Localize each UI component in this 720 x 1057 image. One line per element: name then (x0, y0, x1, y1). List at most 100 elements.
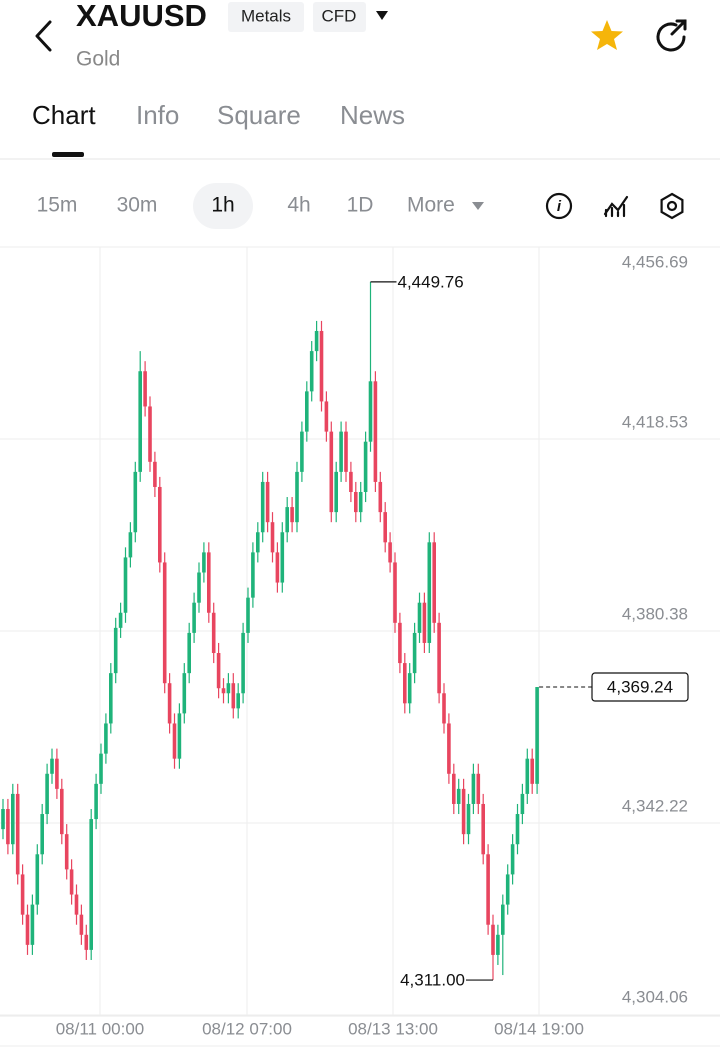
candle-body (162, 562, 167, 684)
candle-body (153, 461, 157, 487)
back-button[interactable] (35, 20, 52, 52)
candle-body (251, 552, 255, 598)
candle-body (99, 753, 103, 784)
candle-body (491, 924, 495, 955)
tab[interactable]: Square (217, 100, 301, 130)
candle-body (319, 330, 324, 402)
candle-body (187, 632, 191, 674)
candle-body (378, 481, 383, 513)
low-label: 4,311.00 (400, 971, 465, 990)
candle-body (133, 471, 138, 533)
interval[interactable]: 4h (287, 194, 310, 217)
candle-body (417, 602, 422, 633)
interval[interactable]: 1h (211, 194, 234, 217)
candle-body (192, 602, 196, 633)
candle-body (501, 904, 505, 935)
candle-body (412, 632, 417, 674)
svg-text:i: i (557, 198, 562, 215)
candle-body (265, 481, 270, 523)
tab[interactable]: Info (136, 100, 179, 130)
candle-body (30, 904, 35, 945)
interval-selected-bg (193, 183, 253, 229)
candle-body (300, 431, 304, 472)
y-tick-label: 4,380.38 (622, 604, 688, 623)
candle-body (442, 693, 446, 724)
candle-body (35, 854, 40, 905)
candle-body (6, 808, 10, 845)
candle-body (118, 612, 123, 628)
interval[interactable]: 30m (117, 194, 158, 217)
candle-body (89, 819, 93, 950)
candle-body (231, 683, 236, 709)
candle-body (50, 758, 54, 774)
candle-body (393, 562, 397, 623)
candle-body (94, 783, 98, 820)
candle-body (349, 471, 353, 492)
candle-body (74, 894, 79, 915)
favorite-star[interactable] (591, 20, 623, 50)
candle-body (373, 381, 378, 482)
candle-body (177, 713, 182, 759)
settings-button[interactable] (660, 192, 684, 220)
candle-body (221, 688, 226, 694)
candle-body (11, 793, 15, 845)
candle-body (295, 471, 299, 523)
candle-body (344, 431, 348, 472)
tab-indicator (52, 152, 84, 157)
candle-body (476, 773, 481, 804)
candle-body (45, 773, 49, 815)
candle-body (216, 653, 221, 689)
y-tick-label: 4,304.06 (622, 987, 688, 1006)
candle-body (285, 507, 289, 533)
candle-body (363, 441, 368, 492)
candle-body (403, 663, 407, 704)
candle-body (324, 401, 329, 432)
tag-bg (313, 2, 366, 32)
candle-body (525, 758, 530, 794)
candle-body (456, 788, 461, 804)
candle-body (388, 542, 392, 563)
tag: CFD (322, 6, 357, 25)
candle-body (148, 406, 152, 462)
candle-body (270, 522, 275, 553)
candle-body (432, 542, 436, 623)
candle-body (530, 758, 534, 784)
candle-body (368, 381, 373, 442)
subtitle: Gold (76, 48, 120, 71)
interval[interactable]: 15m (37, 194, 78, 217)
candle-body (109, 673, 113, 724)
candle-body (123, 557, 128, 613)
interval[interactable]: 1D (347, 194, 374, 217)
dropdown-icon (472, 202, 484, 210)
candle-body (197, 572, 201, 603)
indicator-button[interactable] (603, 195, 629, 218)
dropdown-icon[interactable] (376, 11, 388, 20)
candle-body (172, 723, 177, 759)
y-tick-label: 4,418.53 (622, 412, 688, 431)
x-tick-label: 08/12 07:00 (202, 1019, 292, 1038)
candle-body (290, 507, 294, 523)
candle-body (246, 597, 250, 633)
candle-body (447, 723, 451, 774)
symbol: XAUUSD (76, 0, 207, 33)
candle-body (226, 683, 231, 694)
candle-body (15, 793, 20, 875)
interval[interactable]: More (407, 194, 455, 217)
tag-bg (228, 2, 304, 32)
share-button[interactable] (656, 19, 687, 52)
tab[interactable]: News (340, 100, 405, 130)
candle-body (64, 834, 69, 870)
candle-body (236, 693, 240, 709)
candle-body (334, 471, 338, 513)
info-button[interactable]: i (545, 192, 573, 220)
candle-body (358, 491, 363, 513)
candle-body (260, 481, 265, 533)
candle-body (143, 371, 147, 407)
candle-body (20, 874, 25, 915)
candle-body (280, 532, 285, 583)
candle-body (354, 491, 358, 513)
tab[interactable]: Chart (32, 100, 96, 130)
candle-body (241, 632, 245, 694)
candle-body (40, 814, 44, 855)
candle-body (452, 773, 456, 804)
